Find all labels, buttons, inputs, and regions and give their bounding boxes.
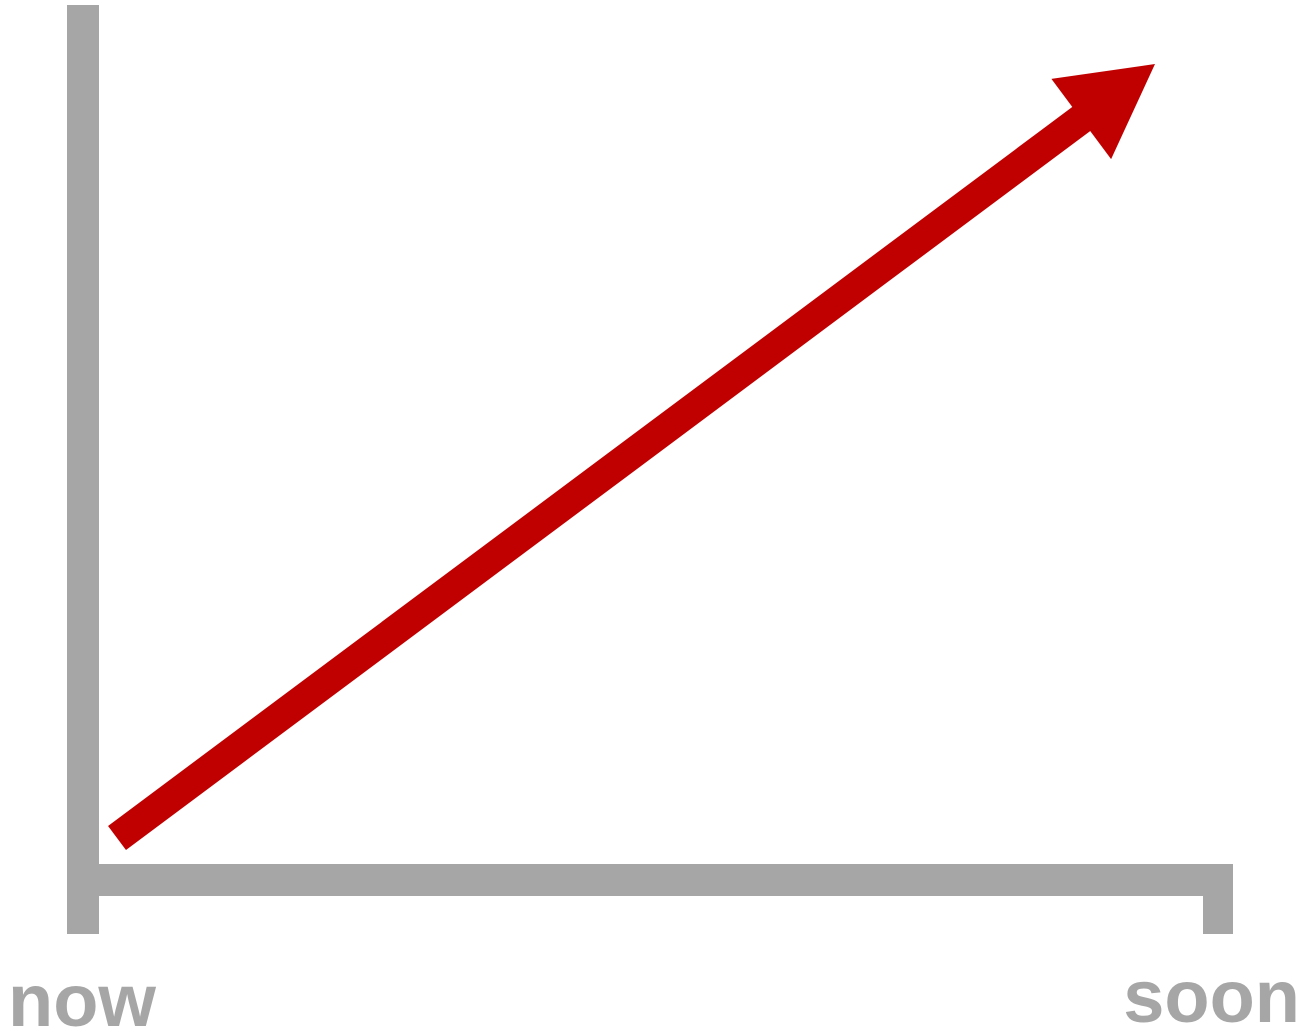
x-tick-label-end: soon <box>1123 955 1300 1035</box>
chart-tick-labels: now soon <box>8 955 1300 1035</box>
x-tick-label-start: now <box>8 959 156 1035</box>
x-axis-end-tick <box>1203 864 1233 934</box>
x-axis <box>67 864 1233 896</box>
trend-arrowhead <box>1051 64 1155 160</box>
y-axis <box>67 5 99 934</box>
chart-series <box>108 64 1155 851</box>
trend-line <box>108 105 1092 851</box>
chart-axes <box>67 5 1233 934</box>
